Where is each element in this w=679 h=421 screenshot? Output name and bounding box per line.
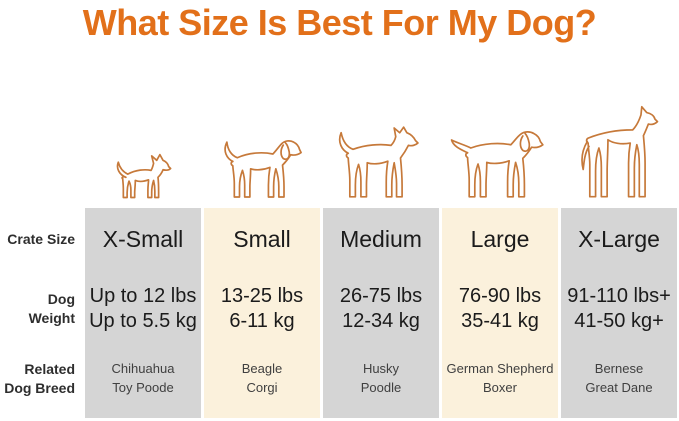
dog-weight-value: 76-90 lbs 35-41 kg bbox=[442, 270, 558, 347]
breed-2: Poodle bbox=[360, 379, 402, 395]
dog-icons-row bbox=[85, 88, 677, 200]
crate-size-value: Large bbox=[470, 225, 530, 252]
column-x-small: X-Small Up to 12 lbs Up to 5.5 kg Chihua… bbox=[85, 208, 201, 418]
breed-1: Chihuahua bbox=[111, 360, 175, 376]
breed-2: Corgi bbox=[246, 379, 278, 395]
breed-2: Boxer bbox=[483, 379, 517, 395]
breed-1: Beagle bbox=[241, 360, 283, 376]
weight-kg: 12-34 kg bbox=[342, 309, 420, 332]
dog-slot-x-small bbox=[85, 88, 201, 200]
related-breed-value: Bernese Great Dane bbox=[561, 347, 677, 418]
chihuahua-icon bbox=[112, 152, 175, 200]
weight-lbs: Up to 12 lbs bbox=[89, 284, 197, 307]
weight-lbs: 91-110 lbs+ bbox=[567, 284, 671, 307]
weight-kg: 6-11 kg bbox=[229, 309, 295, 332]
column-medium: Medium 26-75 lbs 12-34 kg Husky Poodle bbox=[323, 208, 439, 418]
weight-lbs: 76-90 lbs bbox=[458, 284, 542, 307]
weight-kg: 35-41 kg bbox=[461, 309, 539, 332]
crate-size-value: X-Large bbox=[578, 225, 660, 252]
row-label-dog-weight: Dog Weight bbox=[28, 290, 75, 326]
crate-size-value: Small bbox=[233, 225, 291, 252]
row-label-crate-size: Crate Size bbox=[7, 230, 75, 247]
dog-slot-large bbox=[442, 88, 558, 200]
weight-kg: Up to 5.5 kg bbox=[89, 309, 197, 332]
dog-slot-x-large bbox=[561, 88, 677, 200]
beagle-icon bbox=[218, 130, 307, 200]
dog-weight-value: 91-110 lbs+ 41-50 kg+ bbox=[561, 270, 677, 347]
dog-slot-small bbox=[204, 88, 320, 200]
breed-1: German Shepherd bbox=[446, 360, 554, 376]
husky-icon bbox=[334, 120, 429, 200]
weight-kg: 41-50 kg+ bbox=[574, 309, 664, 332]
crate-size-value: Medium bbox=[340, 225, 422, 252]
weight-lbs: 13-25 lbs bbox=[220, 284, 304, 307]
dog-weight-value: Up to 12 lbs Up to 5.5 kg bbox=[85, 270, 201, 347]
related-breed-value: Beagle Corgi bbox=[204, 347, 320, 418]
column-x-large: X-Large 91-110 lbs+ 41-50 kg+ Bernese Gr… bbox=[561, 208, 677, 418]
dog-weight-value: 13-25 lbs 6-11 kg bbox=[204, 270, 320, 347]
row-label-related-dog-breed: Related Dog Breed bbox=[4, 360, 75, 396]
german-shepherd-icon bbox=[450, 122, 550, 200]
crate-size-value: X-Small bbox=[102, 225, 184, 252]
row-labels-column: Crate Size Dog Weight Related Dog Breed bbox=[0, 208, 82, 418]
dog-slot-medium bbox=[323, 88, 439, 200]
dog-weight-value: 26-75 lbs 12-34 kg bbox=[323, 270, 439, 347]
related-breed-value: Chihuahua Toy Poode bbox=[85, 347, 201, 418]
column-small: Small 13-25 lbs 6-11 kg Beagle Corgi bbox=[204, 208, 320, 418]
breed-2: Great Dane bbox=[585, 379, 653, 395]
size-table: Crate Size Dog Weight Related Dog Breed … bbox=[0, 208, 677, 418]
page-title: What Size Is Best For My Dog? bbox=[82, 2, 597, 43]
related-breed-value: German Shepherd Boxer bbox=[442, 347, 558, 418]
related-breed-value: Husky Poodle bbox=[323, 347, 439, 418]
breed-1: Husky bbox=[362, 360, 400, 376]
weight-lbs: 26-75 lbs bbox=[339, 284, 423, 307]
great-dane-icon bbox=[570, 103, 669, 200]
breed-2: Toy Poode bbox=[112, 379, 174, 395]
column-large: Large 76-90 lbs 35-41 kg German Shepherd… bbox=[442, 208, 558, 418]
breed-1: Bernese bbox=[594, 360, 644, 376]
